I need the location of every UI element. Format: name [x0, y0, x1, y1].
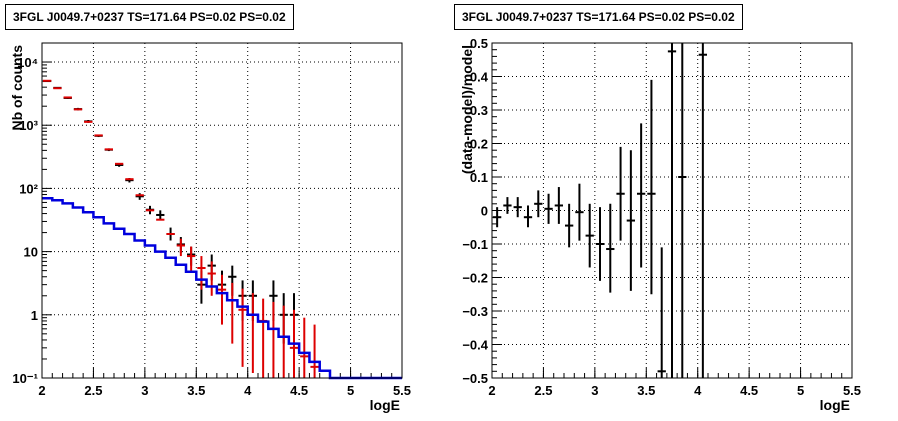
- right-x-tick-label: 3: [591, 383, 598, 398]
- left-x-tick-label: 5: [347, 383, 354, 398]
- right-y-tick-label: 0: [481, 204, 488, 219]
- left-model-histogram: [42, 196, 402, 380]
- left-x-axis-label: logE: [370, 397, 400, 413]
- right-y-tick-label: 0.3: [470, 103, 488, 118]
- right-x-tick-label: 4: [694, 383, 702, 398]
- right-x-tick-label: 5.5: [843, 383, 861, 398]
- right-y-tick-label: −0.4: [462, 338, 488, 353]
- left-x-tick-label: 5.5: [393, 383, 411, 398]
- right-y-tick-label: −0.3: [462, 304, 488, 319]
- right-y-tick-label: 0.1: [470, 170, 488, 185]
- right-y-tick-label: −0.2: [462, 271, 488, 286]
- left-x-tick-label: 4: [244, 383, 252, 398]
- right-y-tick-label: 0.4: [470, 70, 489, 85]
- right-plot-title: 3FGL J0049.7+0237 TS=171.64 PS=0.02 PS=0…: [454, 4, 743, 30]
- right-y-axis-label: (data-model)/model: [459, 45, 475, 174]
- right-y-tick-label: 0.5: [470, 36, 488, 51]
- left-y-tick-label: 10⁴: [17, 55, 38, 70]
- right-y-tick-label: −0.1: [462, 237, 488, 252]
- right-x-axis-label: logE: [820, 397, 850, 413]
- left-x-tick-label: 2.5: [84, 383, 102, 398]
- left-x-tick-label: 2: [38, 383, 45, 398]
- left-x-tick-label: 3: [141, 383, 148, 398]
- left-plot-frame: [41, 42, 403, 379]
- left-y-tick-label: 10³: [19, 118, 38, 133]
- left-plot-title: 3FGL J0049.7+0237 TS=171.64 PS=0.02 PS=0…: [5, 4, 294, 30]
- left-y-axis-label: Nb of counts: [9, 45, 25, 131]
- left-x-tick-label: 4.5: [290, 383, 308, 398]
- left-y-tick-label: 10⁻¹: [12, 371, 38, 386]
- right-x-tick-label: 2: [488, 383, 495, 398]
- right-plot-frame: [491, 42, 853, 379]
- right-y-tick-label: −0.5: [462, 371, 488, 386]
- right-x-tick-label: 4.5: [740, 383, 758, 398]
- right-x-tick-label: 2.5: [534, 383, 552, 398]
- right-y-tick-label: 0.2: [470, 137, 488, 152]
- left-x-tick-label: 3.5: [187, 383, 205, 398]
- left-y-tick-label: 10: [24, 245, 38, 260]
- left-y-tick-label: 10²: [19, 181, 38, 196]
- right-x-tick-label: 3.5: [637, 383, 655, 398]
- right-x-tick-label: 5: [797, 383, 804, 398]
- left-y-tick-label: 1: [31, 308, 38, 323]
